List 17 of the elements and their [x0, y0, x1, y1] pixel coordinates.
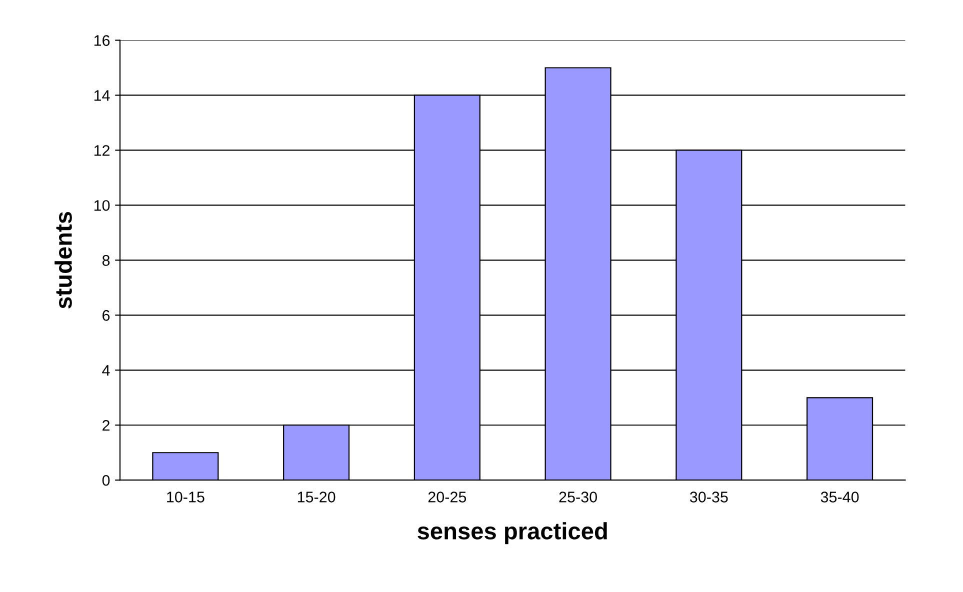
x-tick-label: 20-25 [428, 492, 466, 502]
y-tick-label: 6 [102, 310, 110, 321]
y-tick-label: 2 [102, 420, 110, 431]
x-tick-label: 35-40 [820, 492, 859, 502]
x-tick-label: 15-20 [298, 492, 336, 502]
y-tick-label: 16 [94, 35, 110, 46]
y-axis-title: students [54, 212, 72, 309]
x-tick-label: 10-15 [167, 492, 204, 502]
y-tick-label: 0 [102, 474, 110, 486]
y-tick-label: 10 [94, 200, 110, 211]
x-axis-title: senses practiced [418, 522, 607, 544]
y-tick-label: 4 [102, 365, 110, 376]
x-tick-label: 25-30 [559, 492, 597, 502]
y-tick-label: 14 [94, 90, 110, 101]
y-tick-label: 12 [94, 145, 110, 156]
x-tick-label: 30-35 [690, 492, 728, 502]
y-tick-label: 8 [102, 255, 110, 266]
